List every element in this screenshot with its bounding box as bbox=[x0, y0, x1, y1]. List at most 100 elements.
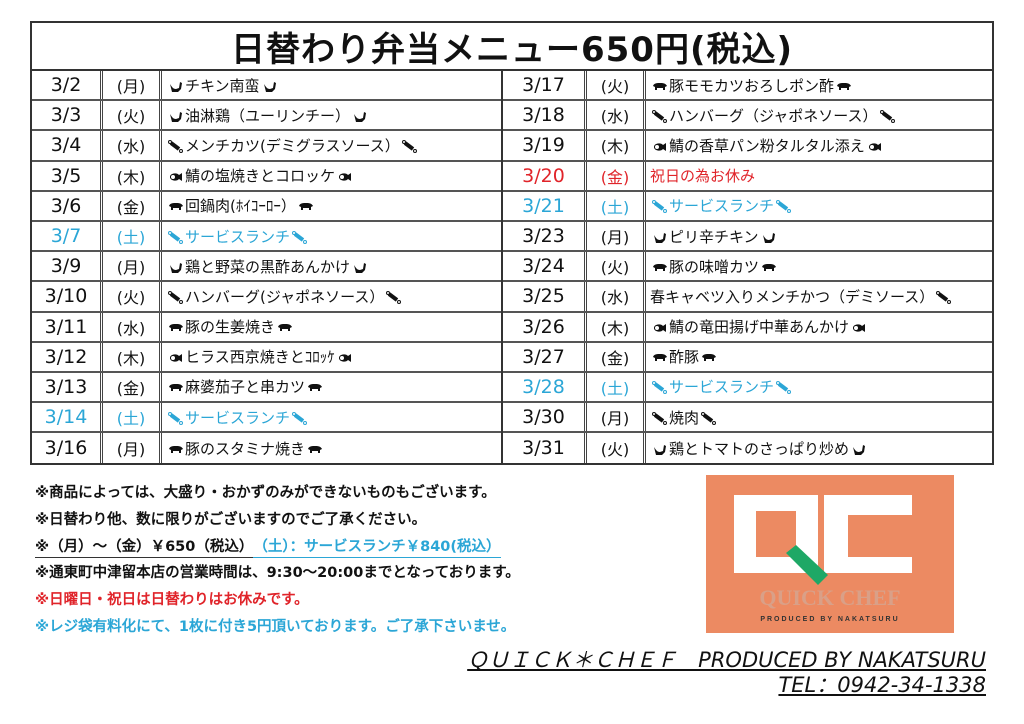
menu-day-cell: (月) bbox=[587, 221, 646, 251]
menu-row: 3/14 (土) サービスランチ bbox=[32, 403, 501, 434]
chicken-icon bbox=[761, 230, 776, 243]
menu-row: 3/21 (土) サービスランチ bbox=[503, 191, 992, 222]
menu-menu: サービスランチ bbox=[185, 227, 291, 246]
note-portion: ※商品によっては、大盛り・おかずのみができないものもございます。 bbox=[35, 485, 496, 501]
meat-bone-icon bbox=[652, 199, 667, 214]
menu-day-cell: (水) bbox=[103, 131, 162, 160]
menu-day-cell: (月) bbox=[103, 71, 162, 100]
menu-menu-cell: サービスランチ bbox=[646, 192, 992, 220]
menu-day: (月) bbox=[600, 228, 630, 248]
menu-menu-cell: ハンバーグ（ジャポネソース） bbox=[646, 101, 992, 129]
menu-date: 3/17 bbox=[522, 74, 565, 97]
menu-date-cell: 3/9 bbox=[32, 252, 103, 281]
menu-date: 3/4 bbox=[50, 134, 82, 157]
menu-day-cell: (木) bbox=[103, 342, 162, 371]
fish-icon bbox=[168, 169, 183, 182]
menu-menu: メンチカツ(デミグラスソース） bbox=[185, 136, 400, 155]
menu-row: 3/26 (木) 鯖の竜田揚げ中華あんかけ bbox=[503, 312, 992, 343]
menu-menu-cell: 焼肉 bbox=[646, 403, 992, 431]
menu-menu: ヒラス西京焼きとｺﾛｯｹ bbox=[185, 348, 335, 367]
menu-day: (金) bbox=[600, 167, 630, 187]
menu-date-cell: 3/28 bbox=[503, 372, 587, 402]
menu-menu: 鯖の竜田揚げ中華あんかけ bbox=[669, 318, 850, 337]
menu-date: 3/26 bbox=[522, 315, 565, 338]
menu-row: 3/25 (水) 春キャベツ入りメンチかつ（デミソース） bbox=[503, 282, 992, 313]
meat-bone-icon bbox=[292, 230, 308, 244]
menu-date-cell: 3/10 bbox=[32, 282, 103, 311]
menu-menu-cell: 麻婆茄子と串カツ bbox=[162, 373, 501, 401]
menu-row: 3/13 (金) 麻婆茄子と串カツ bbox=[32, 372, 501, 404]
menu-day-cell: (土) bbox=[587, 191, 646, 220]
meat-bone-icon bbox=[936, 290, 952, 304]
menu-day-cell: (月) bbox=[103, 433, 162, 464]
fish-icon bbox=[851, 320, 866, 333]
note-bag: ※レジ袋有料化にて、1枚に付き5円頂いております。ご了承下さいませ。 bbox=[35, 618, 516, 635]
fish-icon bbox=[652, 320, 667, 333]
pig-icon bbox=[652, 350, 667, 363]
menu-date-cell: 3/2 bbox=[32, 71, 103, 100]
logo-name: QUICK CHEF bbox=[759, 585, 900, 610]
menu-day: (火) bbox=[116, 288, 146, 308]
menu-day: (火) bbox=[600, 440, 630, 460]
menu-menu: 鯖の塩焼きとコロッケ bbox=[185, 167, 336, 186]
menu-menu-cell: 回鍋肉(ﾎｲｺｰﾛｰ） bbox=[162, 192, 501, 220]
menu-row: 3/5 (木) 鯖の塩焼きとコロッケ bbox=[32, 161, 501, 192]
note-price-saturday: （土）：サービスランチ￥840(税込） bbox=[253, 537, 501, 558]
menu-menu-cell: サービスランチ bbox=[162, 403, 501, 431]
menu-menu-cell: ヒラス西京焼きとｺﾛｯｹ bbox=[162, 343, 501, 371]
chicken-icon bbox=[168, 260, 183, 273]
menu-menu: 豚モモカツおろしポン酢 bbox=[669, 76, 835, 95]
menu-day: (金) bbox=[116, 197, 146, 217]
meat-bone-icon bbox=[879, 109, 895, 123]
menu-menu-cell: ピリ辛チキン bbox=[646, 222, 992, 250]
menu-menu-cell: 鶏とトマトのさっぱり炒め bbox=[646, 433, 992, 463]
menu-date-cell: 3/12 bbox=[32, 342, 103, 371]
menu-row: 3/31 (火) 鶏とトマトのさっぱり炒め bbox=[503, 433, 992, 464]
menu-day-cell: (木) bbox=[587, 312, 646, 341]
menu-date: 3/18 bbox=[522, 104, 565, 127]
menu-day: (月) bbox=[116, 258, 146, 278]
menu-date-cell: 3/25 bbox=[503, 282, 587, 311]
menu-menu-cell: 豚のスタミナ焼き bbox=[162, 433, 501, 463]
menu-date: 3/2 bbox=[50, 74, 82, 97]
menu-menu-cell: 鯖の塩焼きとコロッケ bbox=[162, 162, 501, 190]
menu-menu: 鯖の香草パン粉タルタル添え bbox=[669, 136, 865, 155]
menu-date-cell: 3/6 bbox=[32, 191, 103, 220]
menu-date: 3/3 bbox=[50, 104, 82, 127]
menu-day: (金) bbox=[600, 348, 630, 368]
menu-day: (水) bbox=[600, 288, 630, 308]
meat-bone-icon bbox=[652, 109, 667, 123]
menu-menu: 油淋鶏（ユーリンチー） bbox=[185, 106, 351, 125]
menu-menu-cell: 鶏と野菜の黒酢あんかけ bbox=[162, 252, 501, 280]
menu-menu-cell: 豚の生姜焼き bbox=[162, 313, 501, 341]
quick-chef-logo: QUICK CHEF PRODUCED BY NAKATSURU bbox=[706, 475, 954, 633]
menu-day: (土) bbox=[116, 228, 146, 248]
pig-icon bbox=[761, 260, 777, 273]
pig-icon bbox=[701, 350, 717, 363]
menu-day-cell: (木) bbox=[103, 161, 162, 190]
menu-row: 3/18 (水) ハンバーグ（ジャポネソース） bbox=[503, 101, 992, 132]
menu-day: (月) bbox=[116, 440, 146, 460]
menu-menu: サービスランチ bbox=[669, 378, 775, 397]
menu-day: (土) bbox=[600, 378, 630, 398]
meat-bone-icon bbox=[168, 230, 183, 244]
meat-bone-icon bbox=[401, 139, 417, 153]
menu-date-cell: 3/16 bbox=[32, 433, 103, 464]
note-closed: ※日曜日・祝日は日替わりはお休みです。 bbox=[35, 592, 309, 609]
menu-day: (水) bbox=[600, 107, 630, 127]
pig-icon bbox=[168, 320, 183, 333]
menu-date-cell: 3/13 bbox=[32, 372, 103, 402]
meat-bone-icon bbox=[701, 411, 717, 425]
menu-row: 3/28 (土) サービスランチ bbox=[503, 372, 992, 404]
menu-day-cell: (火) bbox=[587, 71, 646, 100]
menu-date: 3/23 bbox=[522, 225, 565, 248]
pig-icon bbox=[168, 442, 183, 455]
menu-menu: チキン南蛮 bbox=[185, 76, 260, 95]
menu-date: 3/30 bbox=[522, 406, 565, 429]
menu-date-cell: 3/24 bbox=[503, 252, 587, 281]
menu-date: 3/5 bbox=[50, 164, 82, 187]
pig-icon bbox=[168, 380, 183, 393]
menu-menu-cell: 豚の味噌カツ bbox=[646, 252, 992, 280]
menu-date: 3/24 bbox=[522, 255, 565, 278]
menu-menu: 豚の生姜焼き bbox=[185, 318, 276, 337]
